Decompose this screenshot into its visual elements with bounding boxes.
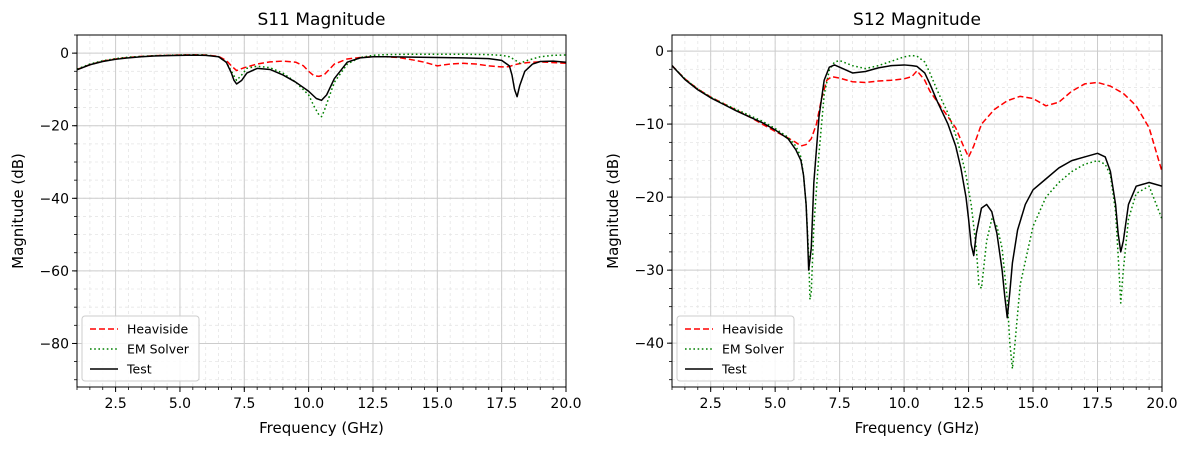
x-tick-label: 2.5 [700, 396, 722, 412]
major-grid [672, 35, 1163, 387]
y-axis-label: Magnitude (dB) [9, 153, 27, 269]
x-tick-label: 5.0 [764, 396, 786, 412]
legend-label: Heaviside [722, 322, 784, 337]
y-tick-label: −20 [39, 119, 69, 135]
x-tick-label: 17.5 [1082, 396, 1113, 412]
chart-panel-1: 2.5 5.0 7.5 10.0 12.5 15.0 17.5 20.0 0 −20 −40 −60 −… [9, 10, 582, 437]
x-axis-label: Frequency (GHz) [855, 419, 980, 437]
x-tick-label: 10.0 [293, 396, 324, 412]
x-tick-label: 17.5 [486, 396, 517, 412]
y-tick-label: −60 [39, 264, 69, 280]
legend-box [676, 315, 795, 382]
y-tick-label: −20 [634, 190, 664, 206]
x-tick-label: 15.0 [422, 396, 453, 412]
x-tick-label: 12.5 [953, 396, 984, 412]
y-tick-label: −40 [39, 191, 69, 207]
legend-label: Test [126, 362, 152, 377]
y-tick-label: −30 [634, 263, 664, 279]
y-tick-label: 0 [60, 46, 69, 62]
x-tick-label: 15.0 [1017, 396, 1048, 412]
series-line-heaviside [672, 65, 1162, 172]
legend-label: EM Solver [127, 342, 190, 357]
y-axis-label: Magnitude (dB) [604, 153, 622, 269]
series-line-test [77, 54, 566, 102]
legend: Heaviside EM Solver Test [676, 315, 795, 382]
axes-frame [671, 34, 1163, 388]
series-group [672, 54, 1162, 370]
x-tick-label: 20.0 [1146, 396, 1177, 412]
x-tick-label: 12.5 [357, 396, 388, 412]
x-tick-label: 7.5 [828, 396, 850, 412]
chart-panel-2: 2.5 5.0 7.5 10.0 12.5 15.0 17.5 20.0 0 −10 −20 −30 −… [604, 10, 1178, 437]
x-axis-label: Frequency (GHz) [259, 419, 384, 437]
x-tick-label: 7.5 [233, 396, 255, 412]
legend-label: Heaviside [127, 322, 189, 337]
major-grid [77, 35, 567, 387]
y-tick-label: 0 [655, 44, 664, 60]
chart-title: S11 Magnitude [258, 10, 386, 30]
y-tick-label: −40 [634, 336, 664, 352]
legend-label: Test [721, 362, 747, 377]
x-tick-label: 10.0 [889, 396, 920, 412]
series-group [77, 53, 566, 118]
x-tick-label: 2.5 [104, 396, 126, 412]
series-line-test [672, 64, 1162, 319]
legend-label: EM Solver [722, 342, 785, 357]
y-tick-label: −10 [634, 117, 664, 133]
legend: Heaviside EM Solver Test [81, 315, 200, 382]
axes-frame [76, 34, 567, 388]
y-tick-label: −80 [39, 336, 69, 352]
series-line-em-solver [672, 54, 1162, 370]
chart-title: S12 Magnitude [853, 10, 981, 30]
legend-box [81, 315, 200, 382]
x-tick-label: 20.0 [550, 396, 581, 412]
x-tick-label: 5.0 [169, 396, 191, 412]
